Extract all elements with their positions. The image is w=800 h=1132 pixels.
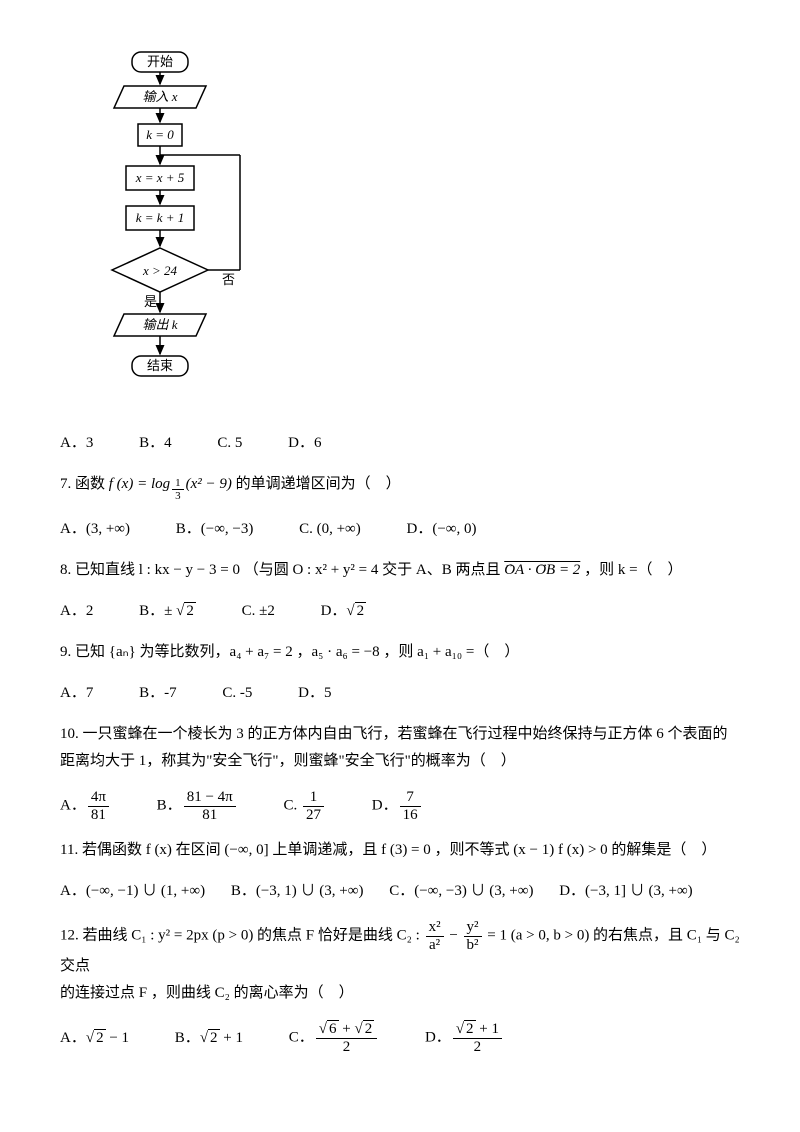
q12-a: A．√2 − 1 <box>60 1025 129 1052</box>
q10-a: A．4π81 <box>60 789 111 823</box>
q9: 9. 已知 {aₙ} 为等比数列，a₄ + a₇ = 2 ，a₅ · a₆ = … <box>60 639 740 666</box>
q11-options: A．(−∞, −1) ∪ (1, +∞) B．(−3, 1) ∪ (3, +∞)… <box>60 878 740 905</box>
q7-baseden: 3 <box>172 490 184 502</box>
q7: 7. 函数 f (x) = log13(x² − 9) 的单调递增区间为（ ） <box>60 471 740 502</box>
q12-c: C．√6 + √22 <box>289 1021 379 1055</box>
q8: 8. 已知直线 l : kx − y − 3 = 0 （与圆 O : x² + … <box>60 557 740 584</box>
q12-d: D．√2 + 12 <box>425 1021 504 1055</box>
q10-c: C. 127 <box>283 789 326 823</box>
q10-options: A．4π81 B．81 − 4π81 C. 127 D．716 <box>60 789 740 823</box>
flowchart-svg: 开始 输入 x k = 0 x = x + 5 k = k + 1 x > 24… <box>100 50 260 400</box>
node-output: 输出 k <box>142 317 177 332</box>
q7-a: A．(3, +∞) <box>60 516 130 543</box>
q8-d: D．√2 <box>321 598 367 625</box>
q12-1: 12. 若曲线 C₁ : y² = 2px (p > 0) 的焦点 F 恰好是曲… <box>60 928 424 944</box>
node-input: 输入 x <box>142 89 177 104</box>
q9-stem: 9. 已知 {aₙ} 为等比数列，a₄ + a₇ = 2 ，a₅ · a₆ = … <box>60 644 519 660</box>
q6-b: B．4 <box>139 430 172 457</box>
q11-c: C．(−∞, −3) ∪ (3, +∞) <box>389 878 533 905</box>
q6-a: A．3 <box>60 430 93 457</box>
q11-a: A．(−∞, −1) ∪ (1, +∞) <box>60 878 205 905</box>
flowchart: 开始 输入 x k = 0 x = x + 5 k = k + 1 x > 24… <box>100 50 740 410</box>
q8-post: ，则 k =（ ） <box>584 562 682 578</box>
q8-b: B．± √2 <box>139 598 196 625</box>
q6-d: D．6 <box>288 430 321 457</box>
q10: 10. 一只蜜蜂在一个棱长为 3 的正方体内自由飞行，若蜜蜂在飞行过程中始终保持… <box>60 721 740 775</box>
q12-b: B．√2 + 1 <box>175 1025 243 1052</box>
q7-basenum: 1 <box>172 477 184 490</box>
cond-no: 否 <box>222 272 235 287</box>
q8-c: C. ±2 <box>242 598 275 625</box>
q11: 11. 若偶函数 f (x) 在区间 (−∞, 0] 上单调递减，且 f (3)… <box>60 837 740 864</box>
q11-b: B．(−3, 1) ∪ (3, +∞) <box>231 878 364 905</box>
q7-pre: 7. 函数 <box>60 476 109 492</box>
q9-a: A．7 <box>60 680 93 707</box>
q7-c: C. (0, +∞) <box>299 516 361 543</box>
node-init: k = 0 <box>146 127 174 142</box>
q10-d: D．716 <box>372 789 423 823</box>
q6-options: A．3 B．4 C. 5 D．6 <box>60 430 740 457</box>
q9-b: B．-7 <box>139 680 177 707</box>
q10-b: B．81 − 4π81 <box>157 789 238 823</box>
node-step2: k = k + 1 <box>136 210 185 225</box>
q6-c: C. 5 <box>217 430 242 457</box>
q8-options: A．2 B．± √2 C. ±2 D．√2 <box>60 598 740 625</box>
q12-options: A．√2 − 1 B．√2 + 1 C．√6 + √22 D．√2 + 12 <box>60 1021 740 1055</box>
q11-d: D．(−3, 1] ∪ (3, +∞) <box>559 878 692 905</box>
q7-fx: f (x) = log <box>109 476 170 492</box>
q8-stem: 8. 已知直线 l : kx − y − 3 = 0 （与圆 O : x² + … <box>60 562 504 578</box>
q8-a: A．2 <box>60 598 93 625</box>
q7-b: B．(−∞, −3) <box>176 516 254 543</box>
q7-arg: (x² − 9) <box>186 476 232 492</box>
q12: 12. 若曲线 C₁ : y² = 2px (p > 0) 的焦点 F 恰好是曲… <box>60 919 740 1007</box>
node-step1: x = x + 5 <box>135 170 185 185</box>
q7-options: A．(3, +∞) B．(−∞, −3) C. (0, +∞) D．(−∞, 0… <box>60 516 740 543</box>
q9-d: D．5 <box>298 680 331 707</box>
q12-3: 的连接过点 F ，则曲线 C₂ 的离心率为（ ） <box>60 980 740 1007</box>
q9-c: C. -5 <box>222 680 252 707</box>
q11-stem: 11. 若偶函数 f (x) 在区间 (−∞, 0] 上单调递减，且 f (3)… <box>60 842 716 858</box>
q7-post: 的单调递增区间为（ ） <box>236 476 401 492</box>
q7-d: D．(−∞, 0) <box>407 516 477 543</box>
node-cond: x > 24 <box>142 263 178 278</box>
node-end: 结束 <box>147 358 173 373</box>
cond-yes: 是 <box>144 294 157 309</box>
node-start: 开始 <box>147 54 173 69</box>
q9-options: A．7 B．-7 C. -5 D．5 <box>60 680 740 707</box>
q10-stem: 10. 一只蜜蜂在一个棱长为 3 的正方体内自由飞行，若蜜蜂在飞行过程中始终保持… <box>60 726 728 769</box>
